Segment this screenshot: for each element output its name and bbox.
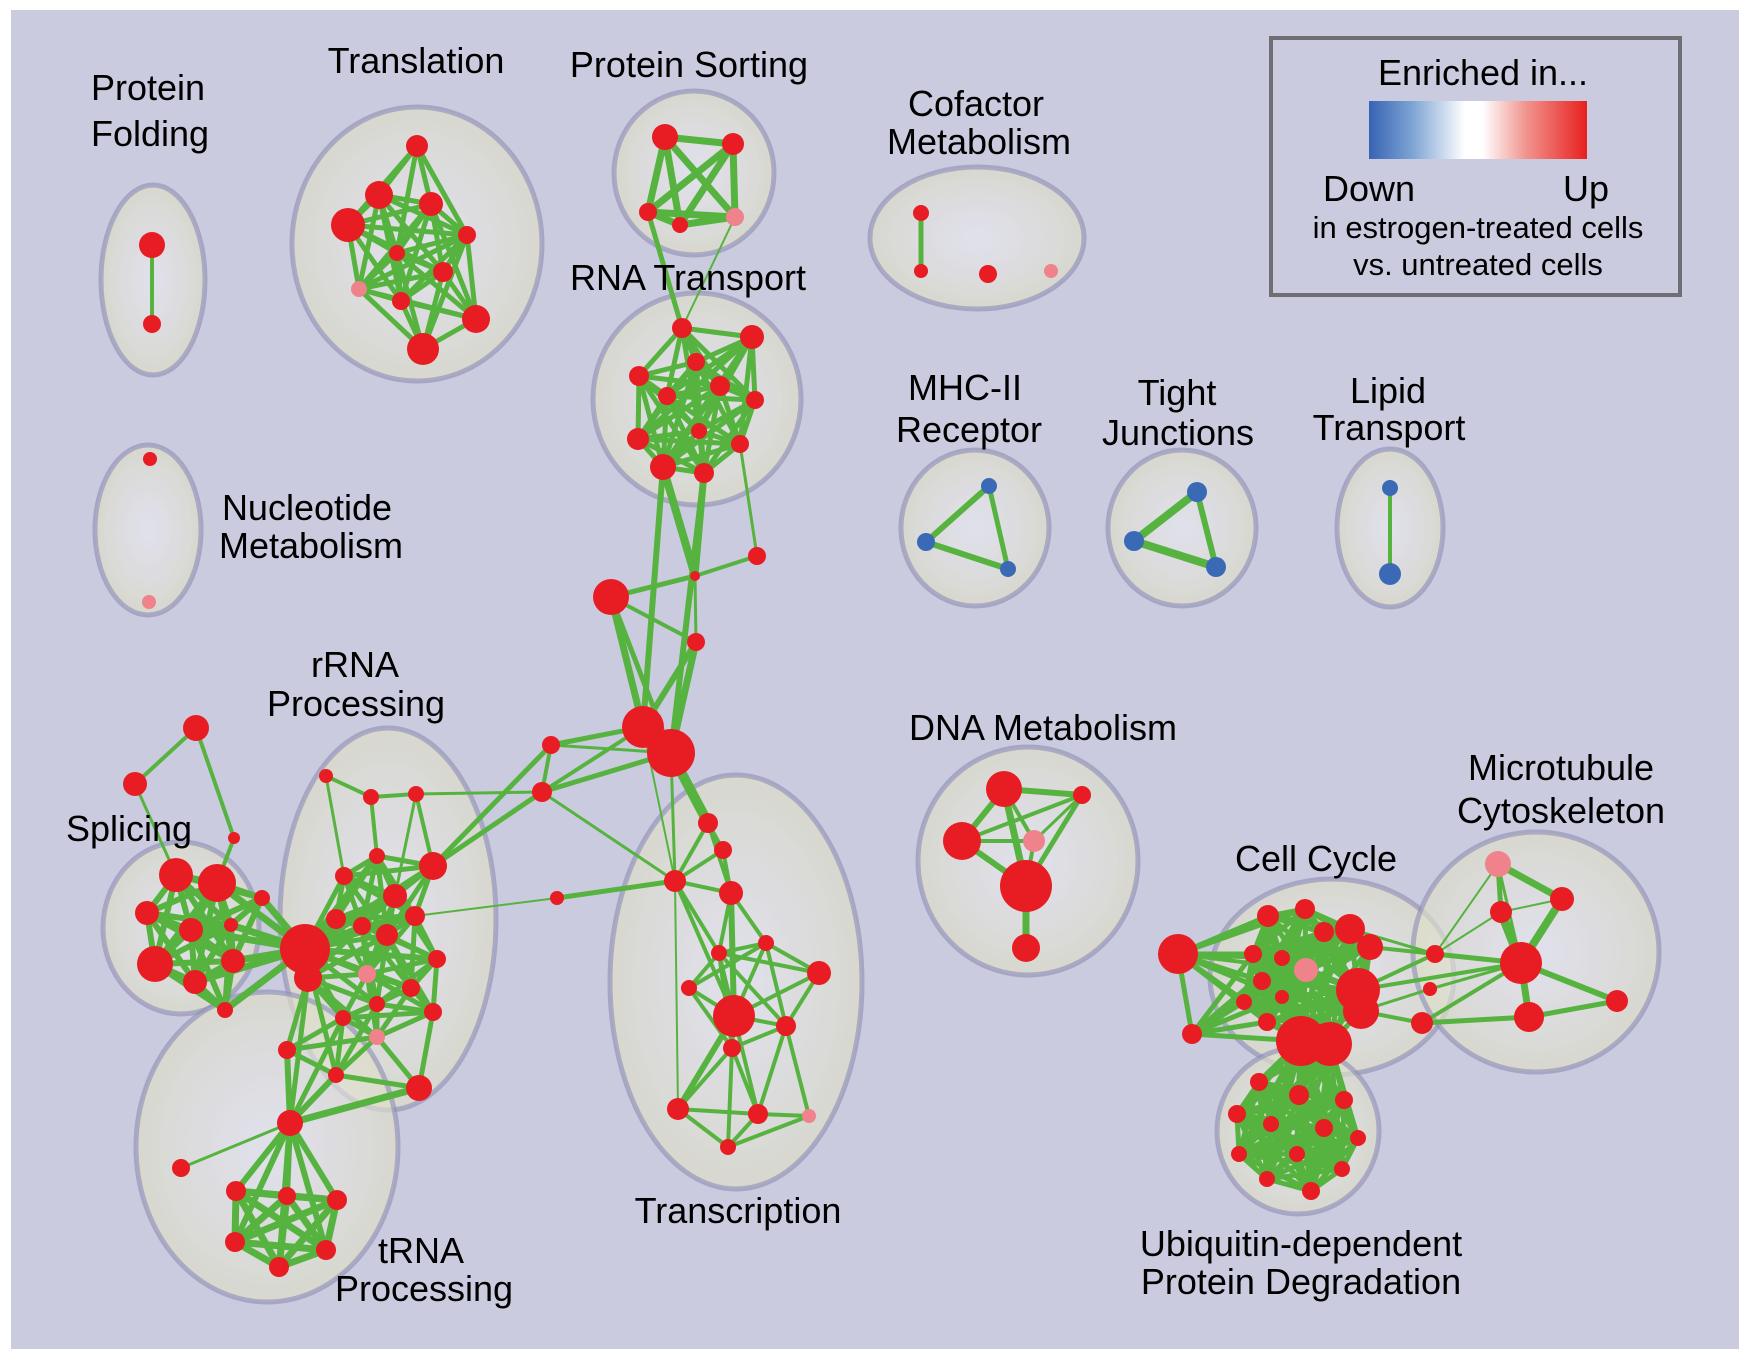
- svg-text:Down: Down: [1323, 168, 1415, 209]
- svg-text:Up: Up: [1563, 168, 1609, 209]
- svg-text:Translation: Translation: [328, 40, 505, 81]
- svg-text:tRNA: tRNA: [378, 1230, 464, 1271]
- svg-text:Protein: Protein: [91, 67, 205, 108]
- svg-text:DNA Metabolism: DNA Metabolism: [909, 707, 1177, 748]
- svg-text:Lipid: Lipid: [1350, 370, 1426, 411]
- svg-text:Ubiquitin-dependent: Ubiquitin-dependent: [1140, 1223, 1462, 1264]
- svg-text:rRNA: rRNA: [311, 644, 399, 685]
- svg-text:Tight: Tight: [1138, 372, 1217, 413]
- svg-text:Receptor: Receptor: [896, 409, 1042, 450]
- svg-text:Processing: Processing: [267, 683, 445, 724]
- svg-text:Protein Sorting: Protein Sorting: [570, 44, 808, 85]
- svg-text:vs. untreated cells: vs. untreated cells: [1353, 247, 1603, 282]
- svg-text:RNA Transport: RNA Transport: [570, 257, 806, 298]
- svg-text:Enriched in...: Enriched in...: [1378, 52, 1588, 93]
- svg-text:in estrogen-treated cells: in estrogen-treated cells: [1313, 210, 1644, 245]
- svg-text:Folding: Folding: [91, 113, 209, 154]
- svg-text:Junctions: Junctions: [1102, 412, 1254, 453]
- svg-text:Metabolism: Metabolism: [887, 121, 1071, 162]
- svg-text:Metabolism: Metabolism: [219, 525, 403, 566]
- svg-text:Transcription: Transcription: [635, 1190, 842, 1231]
- svg-text:Cytoskeleton: Cytoskeleton: [1457, 790, 1665, 831]
- svg-text:Cell Cycle: Cell Cycle: [1235, 838, 1397, 879]
- svg-text:Nucleotide: Nucleotide: [222, 487, 392, 528]
- svg-text:Cofactor: Cofactor: [908, 83, 1044, 124]
- svg-text:MHC-II: MHC-II: [908, 367, 1022, 408]
- svg-text:Microtubule: Microtubule: [1468, 747, 1654, 788]
- svg-text:Transport: Transport: [1313, 407, 1466, 448]
- svg-text:Splicing: Splicing: [66, 808, 192, 849]
- svg-text:Protein Degradation: Protein Degradation: [1141, 1261, 1461, 1302]
- svg-text:Processing: Processing: [335, 1268, 513, 1309]
